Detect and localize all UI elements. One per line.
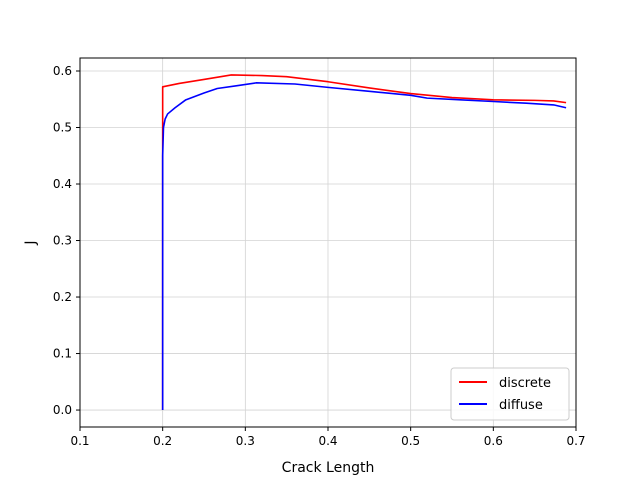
legend-label-discrete: discrete <box>499 376 551 391</box>
x-tick-label: 0.6 <box>484 434 503 448</box>
y-tick-label: 0.4 <box>53 177 72 191</box>
x-tick-label: 0.5 <box>401 434 420 448</box>
series-layer <box>161 74 567 411</box>
x-tick-label: 0.7 <box>566 434 585 448</box>
legend: discrete diffuse <box>450 367 570 421</box>
y-tick-label: 0.6 <box>53 64 72 78</box>
y-tick-label: 0.2 <box>53 290 72 304</box>
y-tick-label: 0.0 <box>53 403 72 417</box>
x-tick-label: 0.2 <box>153 434 172 448</box>
y-axis-title: J <box>23 240 39 245</box>
x-tick-label: 0.3 <box>236 434 255 448</box>
series-line-diffuse <box>161 82 567 411</box>
y-tick-label: 0.3 <box>53 234 72 248</box>
x-tick-label: 0.1 <box>70 434 89 448</box>
plot-frame <box>79 57 577 428</box>
y-axis-ticks: 0.0 0.1 0.2 0.3 0.4 0.5 0.6 <box>53 64 80 417</box>
y-tick-label: 0.1 <box>53 347 72 361</box>
y-tick-label: 0.5 <box>53 121 72 135</box>
x-tick-label: 0.4 <box>318 434 337 448</box>
x-axis-ticks: 0.1 0.2 0.3 0.4 0.5 0.6 0.7 <box>70 427 586 448</box>
x-axis-title: Crack Length <box>282 460 375 476</box>
legend-label-diffuse: diffuse <box>499 398 543 413</box>
series-line-discrete <box>161 74 567 411</box>
